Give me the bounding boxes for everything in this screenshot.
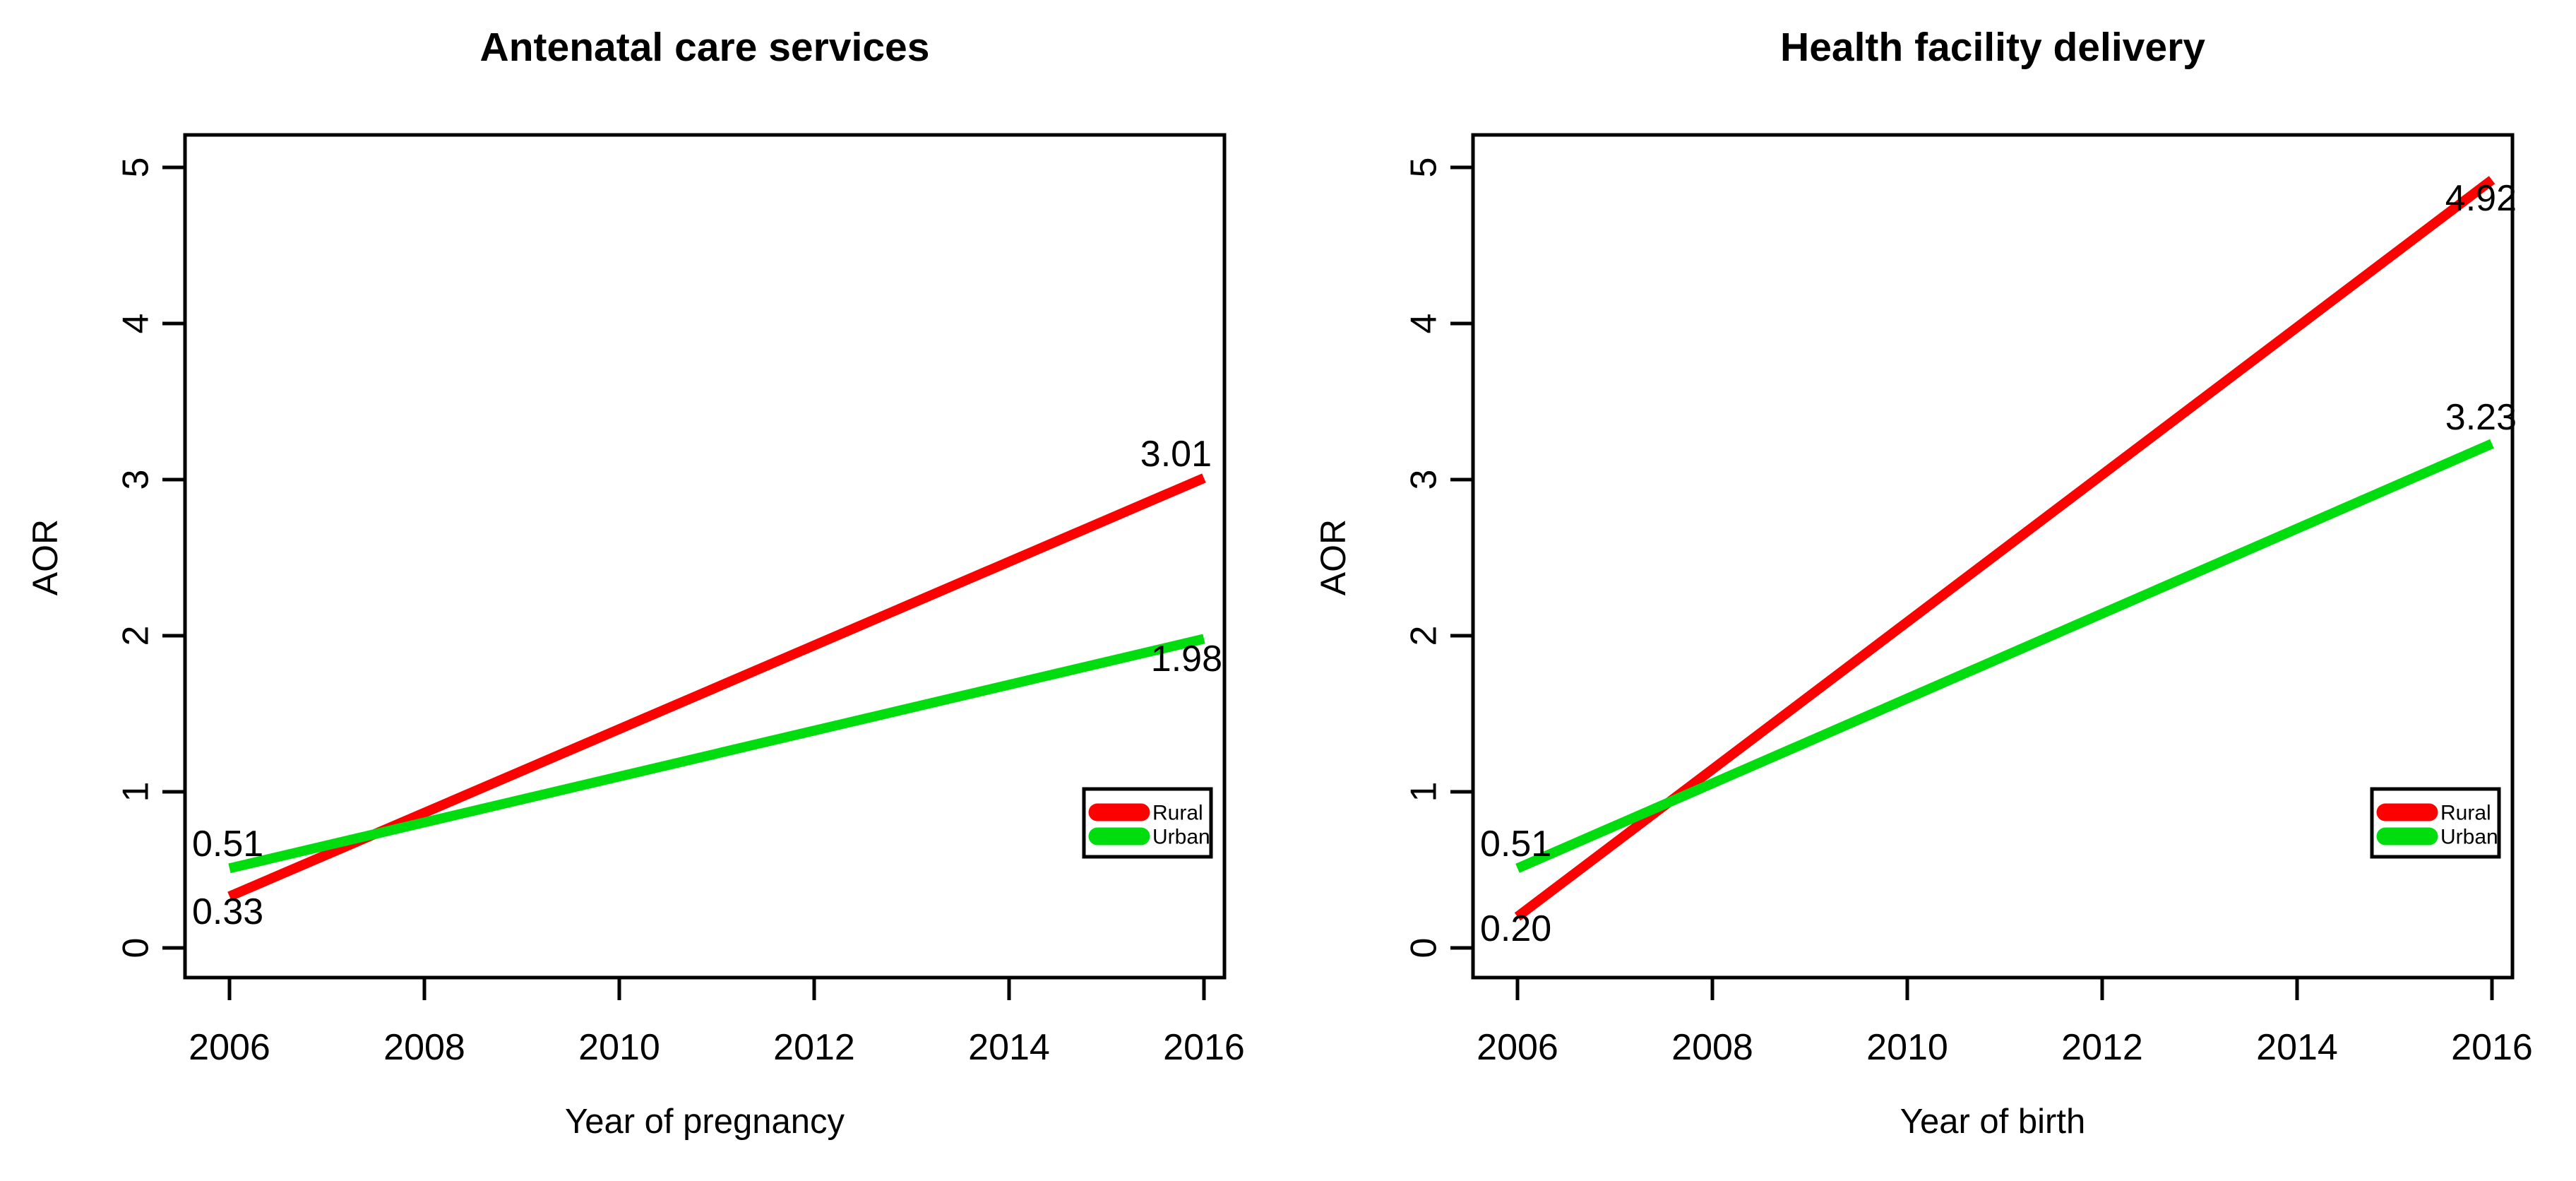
x-axis-label: Year of pregnancy bbox=[565, 1103, 845, 1141]
legend-box bbox=[1082, 787, 1213, 859]
y-tick-label: 0 bbox=[1404, 938, 1445, 959]
plot-border bbox=[1471, 133, 2515, 980]
x-tick-label: 2014 bbox=[968, 1027, 1050, 1068]
y-tick-label: 3 bbox=[1404, 470, 1445, 490]
y-tick-label: 1 bbox=[116, 782, 157, 802]
series-line-urban bbox=[228, 634, 1205, 874]
plot-health-facility-delivery: 2006 2008 2010 2012 2014 2016 0 1 2 3 4 5 0.20 4.92 0.… bbox=[1404, 133, 2533, 1068]
y-tick-label: 2 bbox=[116, 626, 157, 646]
series-end-value-label: 3.01 bbox=[1140, 434, 1212, 475]
y-tick-label: 2 bbox=[1404, 626, 1445, 646]
chart-title: Antenatal care services bbox=[479, 25, 930, 70]
y-tick-label: 5 bbox=[116, 158, 157, 178]
x-tick-label: 2016 bbox=[2451, 1027, 2533, 1068]
x-tick-label: 2014 bbox=[2256, 1027, 2338, 1068]
x-tick-label: 2012 bbox=[773, 1027, 855, 1068]
y-tick-label: 5 bbox=[1404, 158, 1445, 178]
series-end-value-label: 4.92 bbox=[2445, 178, 2517, 219]
x-axis-label: Year of birth bbox=[1900, 1103, 2086, 1141]
legend-label-rural: Rural bbox=[2440, 802, 2491, 825]
x-tick-label: 2008 bbox=[1671, 1027, 1753, 1068]
series-start-value-label: 0.51 bbox=[192, 824, 263, 865]
x-tick-label: 2006 bbox=[1477, 1027, 1558, 1068]
legend-label-urban: Urban bbox=[2440, 826, 2498, 849]
plot-border bbox=[183, 133, 1227, 980]
plot-antenatal-care: 2006 2008 2010 2012 2014 2016 0 1 2 3 4 5 0.33 3.01 0.… bbox=[116, 133, 1245, 1068]
chart-title: Health facility delivery bbox=[1780, 25, 2205, 70]
x-tick-label: 2010 bbox=[1866, 1027, 1948, 1068]
x-tick-label: 2010 bbox=[578, 1027, 660, 1068]
y-tick-label: 0 bbox=[116, 938, 157, 959]
panel-antenatal-care: Antenatal care services AOR 2006 2008 2010… bbox=[25, 25, 1245, 1141]
series-start-value-label: 0.33 bbox=[192, 891, 263, 932]
series-end-value-label: 3.23 bbox=[2445, 397, 2517, 438]
x-tick-label: 2006 bbox=[189, 1027, 270, 1068]
y-tick-label: 3 bbox=[116, 470, 157, 490]
panel-health-facility-delivery: Health facility delivery AOR 2006 2008 201… bbox=[1288, 0, 2576, 1181]
legend-box bbox=[2370, 787, 2501, 859]
series-line-urban bbox=[1515, 439, 2494, 873]
y-tick-label: 1 bbox=[1404, 782, 1445, 802]
x-tick-label: 2008 bbox=[383, 1027, 465, 1068]
legend-label-rural: Rural bbox=[1152, 802, 1203, 825]
x-tick-label: 2016 bbox=[1163, 1027, 1245, 1068]
series-start-value-label: 0.51 bbox=[1480, 824, 1551, 865]
series-start-value-label: 0.20 bbox=[1480, 908, 1551, 949]
legend-label-urban: Urban bbox=[1152, 826, 1210, 849]
y-tick-label: 4 bbox=[116, 314, 157, 334]
y-tick-label: 4 bbox=[1404, 314, 1445, 334]
x-tick-label: 2012 bbox=[2061, 1027, 2143, 1068]
series-end-value-label: 1.98 bbox=[1151, 639, 1222, 679]
